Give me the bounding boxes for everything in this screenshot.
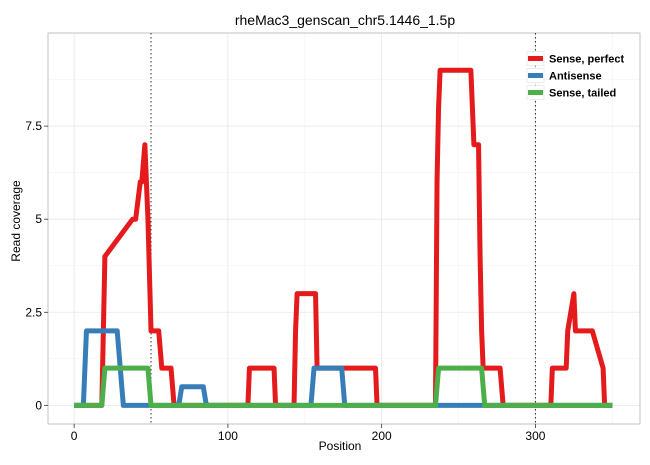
legend-label: Sense, perfect xyxy=(549,54,625,66)
series-line-antisense xyxy=(74,328,613,408)
series-line-sense-perfect xyxy=(74,67,613,408)
x-tick-label: 200 xyxy=(372,429,392,443)
x-tick-label: 300 xyxy=(525,429,545,443)
legend-label: Sense, tailed xyxy=(549,88,616,100)
x-tick-label: 100 xyxy=(218,429,238,443)
y-axis-label: Read coverage xyxy=(9,180,23,262)
y-tick-label: 5 xyxy=(35,212,42,226)
y-tick-label: 2.5 xyxy=(25,305,42,319)
legend: Sense, perfect Antisense Sense, tailed xyxy=(526,51,625,100)
x-axis-label: Position xyxy=(319,439,362,453)
x-tick-label: 0 xyxy=(71,429,78,443)
chart-title: rheMac3_genscan_chr5.1446_1.5p xyxy=(235,12,455,28)
y-tick-label: 0 xyxy=(35,398,42,412)
y-tick-label: 7.5 xyxy=(25,119,42,133)
legend-label: Antisense xyxy=(549,71,602,83)
series-line-sense-tailed xyxy=(74,365,613,408)
plot-panel xyxy=(47,32,641,425)
